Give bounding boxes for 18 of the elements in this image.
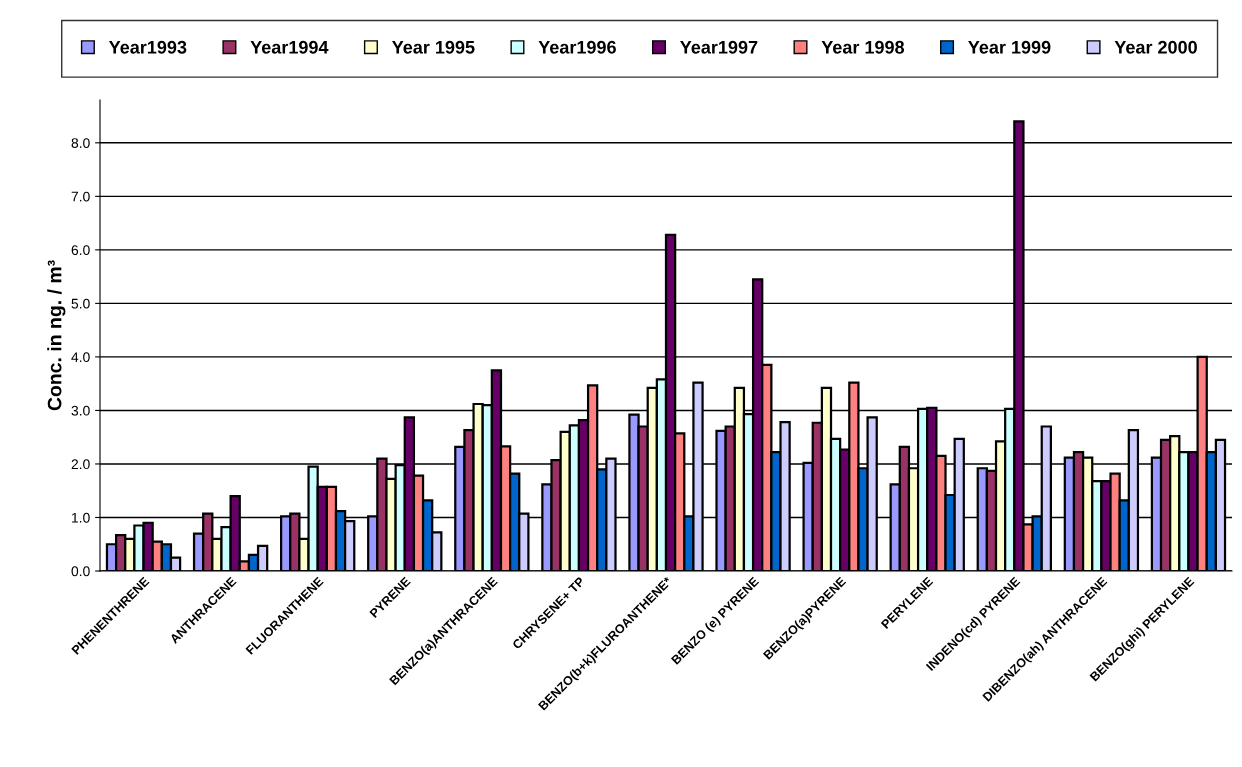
y-tick-label: 2.0	[71, 459, 90, 470]
legend-label: Year1997	[680, 40, 758, 54]
legend-label: Year 1998	[821, 40, 905, 54]
legend-label: Year1993	[108, 40, 187, 54]
legend-label: Year1994	[250, 40, 329, 54]
y-tick-label: 0.0	[71, 566, 90, 577]
y-tick-label: 1.0	[72, 512, 90, 523]
legend-label: Year 1999	[968, 40, 1051, 54]
y-tick-label: 8.0	[71, 138, 90, 148]
legend-label: Year1996	[538, 40, 616, 54]
legend-label: Year 2000	[1114, 40, 1197, 54]
y-tick-label: 5.0	[71, 298, 90, 309]
y-tick-label: 4.0	[71, 352, 90, 363]
y-tick-label: 7.0	[71, 191, 90, 202]
y-axis-title: Conc. in ng. / m³	[47, 260, 66, 411]
y-tick-label: 6.0	[71, 245, 90, 256]
y-tick-label: 3.0	[71, 405, 90, 416]
legend-label: Year 1995	[392, 40, 475, 54]
